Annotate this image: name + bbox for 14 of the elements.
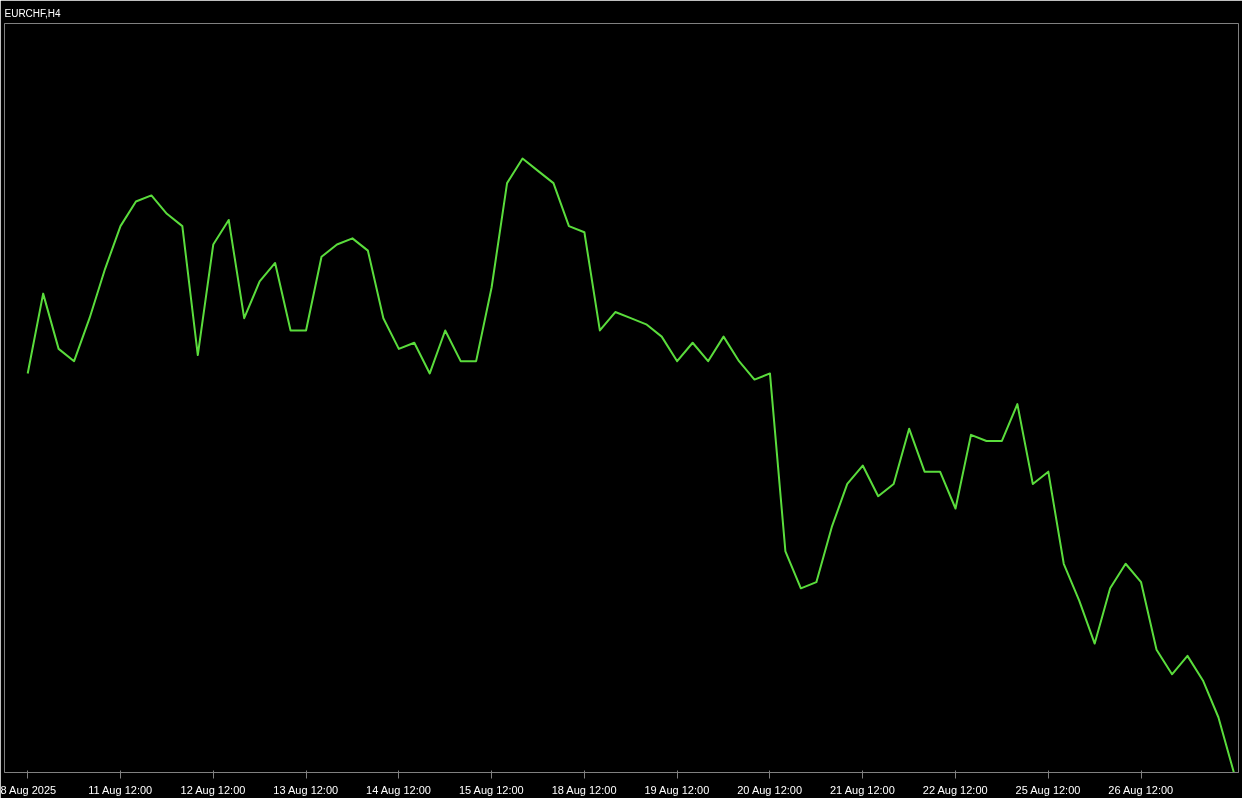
x-tick-label: 25 Aug 12:00: [1015, 783, 1081, 796]
x-tick-label: 22 Aug 12:00: [922, 783, 988, 796]
x-tick-label: 11 Aug 12:00: [88, 783, 153, 796]
x-tick-label: 20 Aug 12:00: [737, 783, 803, 796]
x-tick-label: 18 Aug 12:00: [551, 783, 617, 796]
x-tick-label: 21 Aug 12:00: [830, 783, 895, 796]
chart-title: EURCHF,H4: [4, 7, 62, 19]
x-tick-label: 12 Aug 12:00: [180, 783, 246, 796]
x-tick-label: 15 Aug 12:00: [458, 783, 524, 796]
x-tick-label: 8 Aug 2025: [0, 783, 57, 796]
x-tick-label: 14 Aug 12:00: [366, 783, 431, 796]
x-tick-label: 13 Aug 12:00: [273, 783, 339, 796]
x-tick-label: 26 Aug 12:00: [1108, 783, 1174, 796]
x-tick-label: 19 Aug 12:00: [644, 783, 710, 796]
